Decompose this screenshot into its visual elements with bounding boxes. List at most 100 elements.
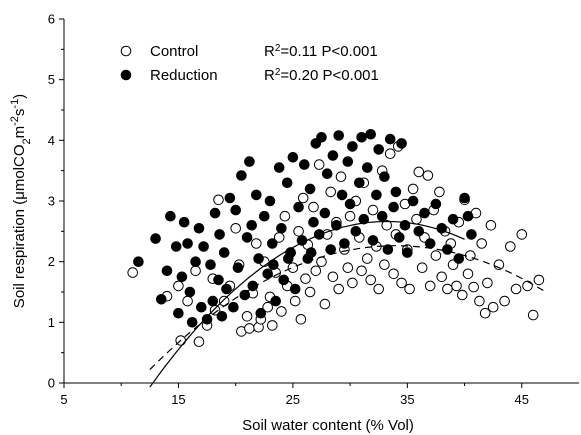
reduction-point xyxy=(264,195,276,207)
reduction-point xyxy=(262,268,274,280)
legend-reduction-marker xyxy=(120,69,132,81)
reduction-point xyxy=(241,232,253,243)
control-point xyxy=(325,186,337,198)
reduction-point xyxy=(394,232,405,243)
reduction-point xyxy=(278,274,290,286)
control-point xyxy=(379,259,390,271)
reduction-point xyxy=(267,238,278,249)
control-point xyxy=(289,295,301,307)
control-point xyxy=(344,210,356,222)
reduction-point xyxy=(259,210,270,222)
reduction-point xyxy=(336,189,348,201)
control-point xyxy=(267,320,278,331)
control-point xyxy=(404,283,415,295)
reduction-point xyxy=(462,210,474,222)
reduction-point xyxy=(365,129,377,140)
control-point xyxy=(250,238,262,249)
control-point xyxy=(436,271,448,283)
control-point xyxy=(327,271,339,283)
reduction-point xyxy=(287,152,299,163)
control-point xyxy=(430,250,442,261)
control-point xyxy=(333,283,345,295)
control-point xyxy=(304,286,316,298)
control-point xyxy=(527,309,539,321)
reduction-point xyxy=(218,247,230,258)
control-point xyxy=(244,323,255,334)
control-point xyxy=(505,241,516,252)
control-point xyxy=(319,298,331,310)
reduction-point xyxy=(419,207,430,219)
control-point xyxy=(362,253,373,264)
reduction-point xyxy=(373,144,385,155)
reduction-point xyxy=(371,189,382,201)
reduction-point xyxy=(244,156,255,167)
reduction-point xyxy=(321,168,333,179)
reduction-point xyxy=(255,307,267,319)
y-tick-label: 1 xyxy=(48,315,55,330)
control-point xyxy=(416,262,428,274)
x-tick-label: 5 xyxy=(60,392,67,407)
control-point xyxy=(300,273,311,285)
reduction-point xyxy=(176,271,188,283)
reduction-point xyxy=(413,226,425,237)
reduction-point xyxy=(327,150,339,161)
control-point xyxy=(384,148,396,159)
reduction-point xyxy=(407,195,419,207)
control-point xyxy=(482,277,493,289)
control-point xyxy=(476,238,488,249)
control-point xyxy=(193,336,205,348)
reduction-point xyxy=(205,259,216,271)
control-point xyxy=(381,220,393,231)
reduction-point xyxy=(253,253,264,264)
reduction-point xyxy=(453,253,465,264)
reduction-point xyxy=(283,253,294,264)
reduction-fit-line xyxy=(149,220,465,388)
control-point xyxy=(182,295,193,307)
control-point xyxy=(388,268,399,280)
control-point xyxy=(127,267,138,278)
x-tick-label: 35 xyxy=(400,392,414,407)
reduction-point xyxy=(356,132,367,143)
y-tick-label: 2 xyxy=(48,254,55,269)
reduction-point xyxy=(250,189,262,201)
reduction-point xyxy=(333,130,345,141)
reduction-point xyxy=(396,138,407,149)
reduction-point xyxy=(466,229,477,240)
control-point xyxy=(295,314,307,325)
control-point xyxy=(347,277,358,289)
control-point xyxy=(316,256,327,268)
reduction-point xyxy=(384,133,396,145)
reduction-point xyxy=(358,213,370,225)
reduction-point xyxy=(224,192,236,204)
legend: Control R2=0.11 P<0.001 Reduction R2=0.2… xyxy=(120,43,379,84)
legend-control-marker xyxy=(120,45,132,57)
control-point xyxy=(434,186,445,198)
reduction-point xyxy=(442,244,453,255)
control-point xyxy=(365,274,377,286)
reduction-point xyxy=(156,294,167,305)
reduction-point xyxy=(221,283,232,295)
reduction-point xyxy=(325,244,337,255)
control-point xyxy=(356,265,367,277)
reduction-point xyxy=(379,171,390,182)
control-point xyxy=(499,295,510,307)
control-point xyxy=(279,210,291,222)
reduction-point xyxy=(276,223,287,234)
reduction-point xyxy=(247,280,259,292)
reduction-point xyxy=(304,183,316,195)
reduction-point xyxy=(447,213,459,225)
control-point xyxy=(230,223,241,234)
legend-control-label: Control xyxy=(150,43,198,60)
reduction-point xyxy=(193,223,205,234)
reduction-point xyxy=(236,170,247,181)
control-point xyxy=(407,183,419,195)
x-tick-label: 15 xyxy=(171,392,185,407)
control-point xyxy=(522,280,533,292)
reduction-point xyxy=(344,198,356,210)
control-point xyxy=(413,166,425,178)
reduction-point xyxy=(388,201,399,213)
reduction-point xyxy=(214,229,225,240)
control-point xyxy=(516,229,528,240)
control-point xyxy=(367,204,379,216)
